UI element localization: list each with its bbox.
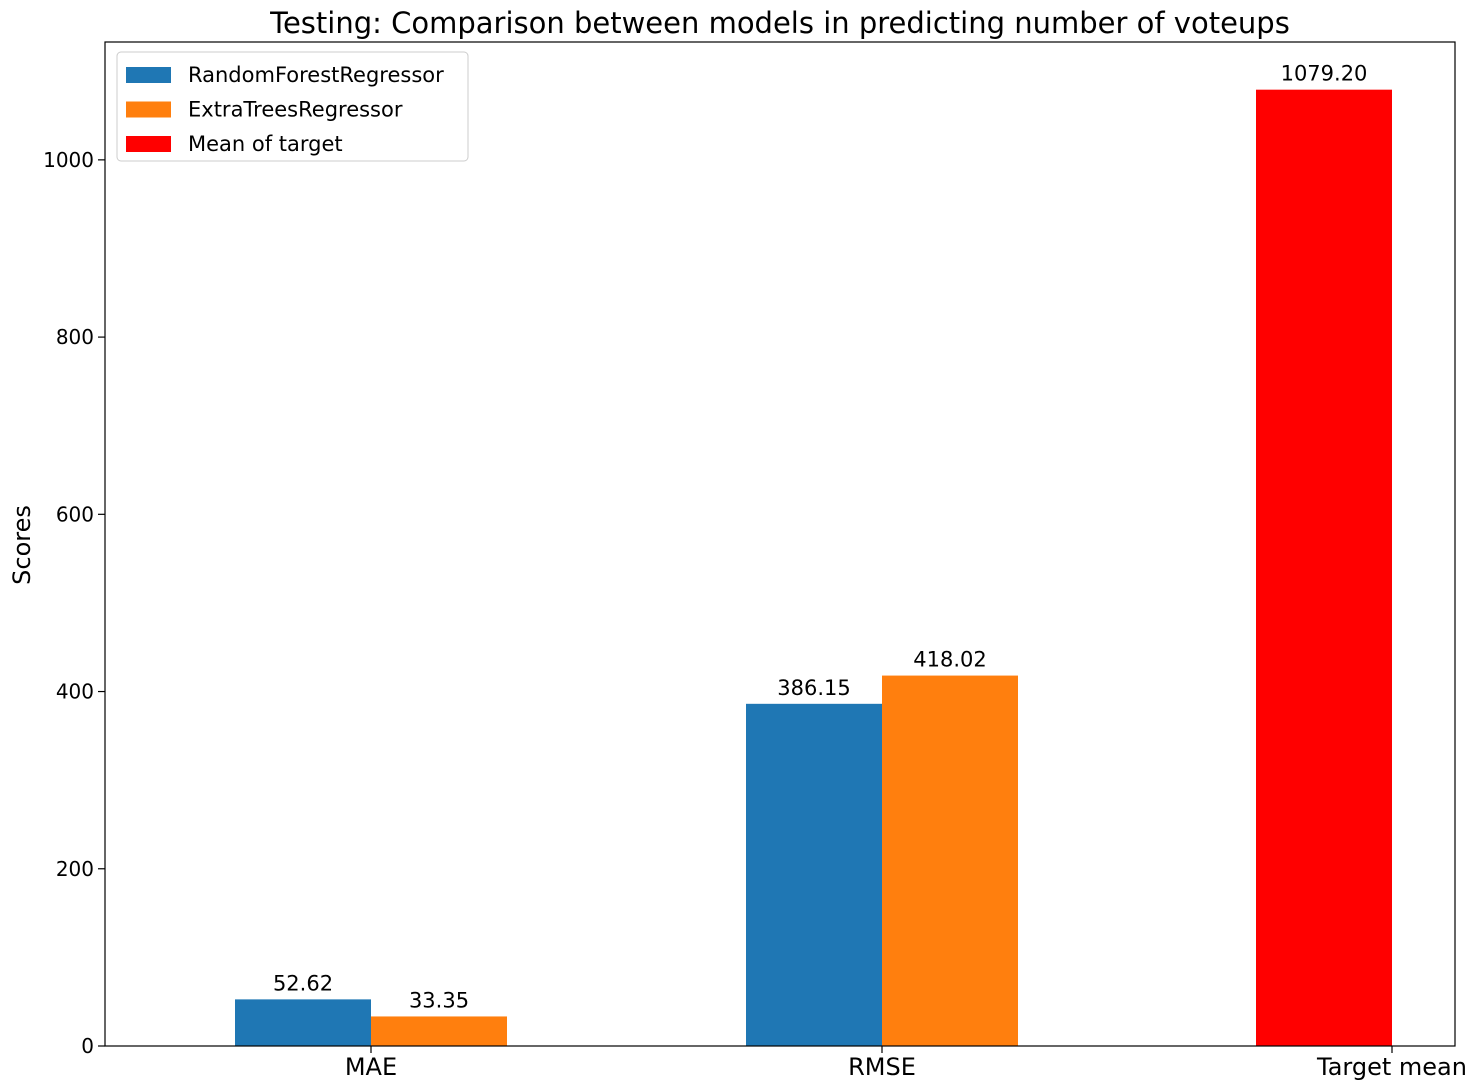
y-tick-label: 800 [56,325,94,349]
bar-value-label: 386.15 [777,676,850,700]
bar-value-label: 52.62 [273,971,333,995]
y-axis-label: Scores [8,505,36,585]
y-tick-label: 0 [81,1034,94,1058]
y-tick-label: 1000 [43,148,94,172]
legend-swatch-extratreesregressor [126,101,171,118]
x-tick-label: Target mean [1316,1053,1467,1081]
bar-randomforestregressor-mae [235,999,371,1046]
bar-value-label: 418.02 [913,648,986,672]
bar-extratreesregressor-mae [371,1016,507,1046]
bar-extratreesregressor-rmse [882,675,1018,1046]
legend: RandomForestRegressor ExtraTreesRegressor… [116,51,469,162]
bar-mean-of-target-target-mean [1256,89,1392,1046]
y-tick-label: 200 [56,857,94,881]
legend-swatch-mean-of-target [126,136,171,152]
chart-title: Testing: Comparison between models in pr… [269,6,1290,40]
x-tick-label: RMSE [848,1053,916,1081]
bar-randomforestregressor-rmse [746,703,882,1046]
legend-label-mean-of-target: Mean of target [188,132,343,156]
plot-frame [104,41,1456,1047]
y-tick-label: 600 [56,502,94,526]
y-tick-label: 400 [56,680,94,704]
bar-value-label: 1079.20 [1281,62,1368,86]
legend-label-extratreesregressor: ExtraTreesRegressor [188,98,403,122]
legend-box [116,51,469,162]
x-tick-label: MAE [345,1053,397,1081]
bar-value-label: 33.35 [409,988,469,1012]
plot-area: 52.62 386.15 33.35 418.02 1079.20 0 200 400 600 8… [43,41,1467,1081]
legend-label-randomforestregressor: RandomForestRegressor [188,63,444,87]
legend-swatch-randomforestregressor [126,67,171,83]
